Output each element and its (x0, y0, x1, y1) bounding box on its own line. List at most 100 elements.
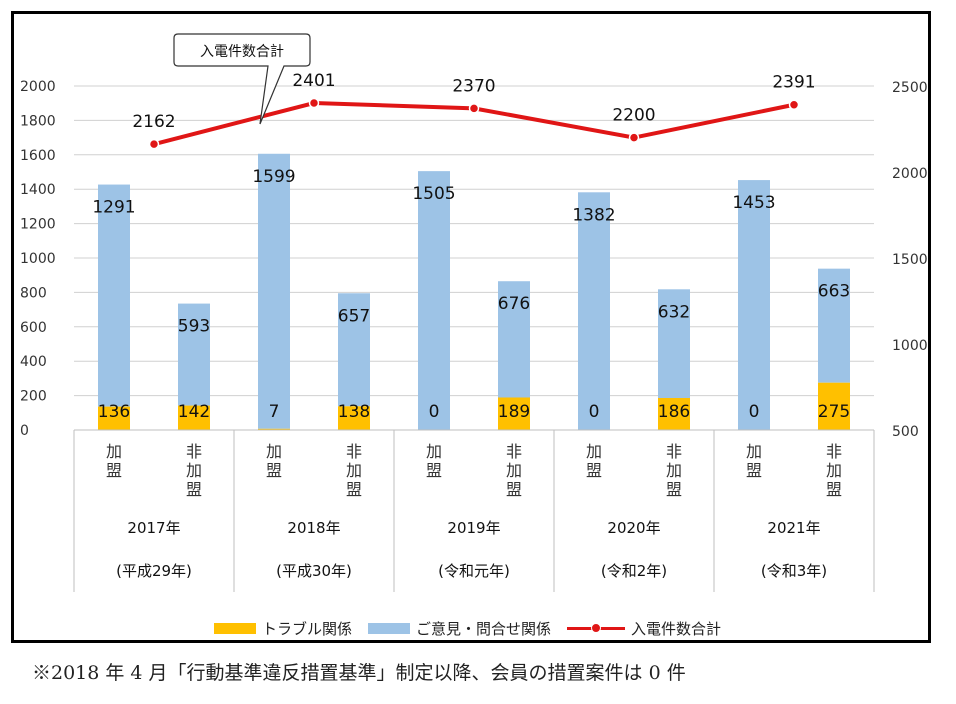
bar-trouble (258, 428, 290, 430)
left-tick-label: 1400 (20, 182, 56, 198)
left-tick-label: 600 (20, 320, 47, 336)
era-label: (令和元年) (438, 562, 510, 580)
right-tick-label: 500 (892, 424, 919, 440)
data-label-trouble: 186 (658, 402, 690, 422)
member-label-char: 加 (586, 442, 602, 461)
legend-item-trouble: トラブル関係 (214, 618, 352, 639)
left-tick-label: 1600 (20, 148, 56, 164)
member-label-char: 加 (746, 442, 762, 461)
total-data-label: 2370 (452, 76, 495, 96)
member-label-char: 盟 (586, 461, 602, 480)
member-label-char: 非 (826, 442, 842, 461)
bar-trouble (818, 382, 850, 430)
legend-swatch-trouble (214, 623, 256, 634)
total-data-label: 2391 (772, 73, 815, 93)
data-label-trouble: 136 (98, 402, 130, 422)
member-label-char: 非 (346, 442, 362, 461)
year-label: 2021年 (767, 519, 820, 537)
member-label-char: 盟 (506, 480, 522, 499)
total-point (468, 103, 480, 114)
total-data-label: 2162 (132, 112, 175, 132)
left-tick-label: 1800 (20, 113, 56, 129)
member-label-char: 非 (666, 442, 682, 461)
era-label: (令和3年) (761, 562, 827, 580)
total-data-label: 2401 (292, 71, 335, 91)
year-label: 2019年 (447, 519, 500, 537)
data-label-trouble: 138 (338, 402, 370, 422)
bar-trouble (658, 398, 690, 430)
left-tick-label: 1000 (20, 251, 56, 267)
right-tick-label: 2000 (892, 166, 928, 182)
era-label: (平成29年) (116, 562, 192, 580)
member-label-char: 加 (266, 442, 282, 461)
member-label-char: 加 (186, 461, 202, 480)
member-label-char: 加 (506, 461, 522, 480)
member-label-char: 盟 (266, 461, 282, 480)
year-label: 2018年 (287, 519, 340, 537)
data-label-trouble: 7 (269, 402, 280, 422)
member-label-char: 加 (666, 461, 682, 480)
bar-opinion (98, 184, 130, 407)
member-label-char: 非 (186, 442, 202, 461)
bar-opinion (418, 171, 450, 430)
left-tick-label: 1200 (20, 217, 56, 233)
legend: トラブル関係 ご意見・問合せ関係 入電件数合計 (214, 618, 737, 639)
data-label-opinion: 663 (818, 282, 850, 302)
bar-trouble (178, 405, 210, 430)
data-label-trouble: 189 (498, 402, 530, 422)
data-label-opinion: 1505 (412, 184, 455, 204)
right-tick-label: 1000 (892, 338, 928, 354)
year-label: 2017年 (127, 519, 180, 537)
left-tick-label: 800 (20, 285, 47, 301)
bar-trouble (498, 397, 530, 430)
chart-frame: 0 200 400 600 800 1000 1200 1400 1600 1800 2000 500… (11, 11, 931, 643)
member-label-char: 盟 (426, 461, 442, 480)
left-tick-label: 0 (20, 423, 29, 439)
left-tick-label: 2000 (20, 79, 56, 95)
bar-opinion (738, 180, 770, 430)
bar-opinion (338, 293, 370, 407)
legend-swatch-total (567, 623, 626, 633)
legend-swatch-opinion (368, 623, 411, 634)
data-label-opinion: 676 (498, 294, 530, 314)
data-label-opinion: 1291 (92, 198, 135, 218)
legend-label-opinion: ご意見・問合せ関係 (416, 620, 552, 638)
member-label-char: 盟 (106, 461, 122, 480)
data-label-opinion: 657 (338, 306, 370, 326)
legend-item-total: 入電件数合計 (567, 618, 721, 639)
data-label-opinion: 632 (658, 302, 690, 322)
bar-trouble (98, 406, 130, 430)
member-label-char: 盟 (186, 480, 202, 499)
data-label-trouble: 142 (178, 402, 210, 422)
member-label-char: 加 (346, 461, 362, 480)
data-label-opinion: 593 (178, 317, 210, 337)
data-label-opinion: 1453 (732, 193, 775, 213)
legend-label-total: 入電件数合計 (631, 620, 722, 638)
member-label-char: 非 (506, 442, 522, 461)
data-label-trouble: 0 (589, 402, 600, 422)
data-label-trouble: 275 (818, 402, 850, 422)
data-label-trouble: 0 (749, 402, 760, 422)
member-label-char: 加 (826, 461, 842, 480)
era-label: (平成30年) (276, 562, 352, 580)
callout-text: 入電件数合計 (200, 44, 284, 60)
left-tick-label: 400 (20, 354, 47, 370)
bar-opinion (258, 153, 290, 429)
left-tick-label: 200 (20, 389, 47, 405)
total-point (148, 138, 160, 150)
callout-box (173, 33, 311, 125)
bar-opinion (498, 281, 530, 398)
combo-chart: 0 200 400 600 800 1000 1200 1400 1600 1800 2000 500… (20, 33, 928, 592)
member-label-char: 盟 (666, 480, 682, 499)
data-label-trouble: 0 (429, 402, 440, 422)
bar-trouble (338, 406, 370, 430)
member-label-char: 加 (426, 442, 442, 461)
total-point (788, 99, 800, 110)
legend-item-opinion: ご意見・問合せ関係 (368, 618, 551, 639)
data-label-opinion: 1382 (572, 205, 615, 225)
bar-opinion (658, 289, 690, 399)
bar-opinion (818, 268, 850, 383)
member-label-char: 盟 (826, 480, 842, 499)
legend-label-trouble: トラブル関係 (262, 620, 353, 638)
footnote: ※2018 年 4 月「行動基準違反措置基準」制定以降、会員の措置案件は 0 件 (32, 662, 686, 684)
